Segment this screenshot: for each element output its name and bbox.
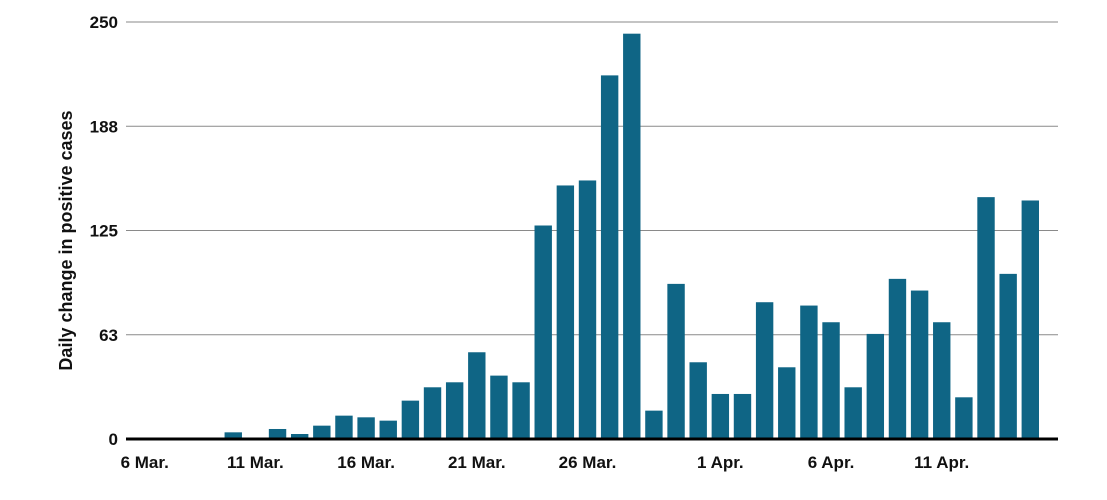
bar (578, 180, 597, 439)
bar (689, 362, 707, 439)
bar (999, 273, 1017, 439)
x-tick-label: 6 Mar. (121, 453, 169, 472)
bar (623, 33, 641, 440)
bar (888, 278, 907, 439)
bar (600, 75, 619, 439)
bar (468, 352, 486, 439)
bar (268, 428, 287, 439)
x-tick-label: 6 Apr. (808, 453, 855, 472)
x-tick-label: 1 Apr. (697, 453, 744, 472)
bar (711, 393, 730, 439)
y-tick-labels: 0 63 125 188 250 (90, 13, 118, 449)
x-tick-label: 11 Mar. (227, 453, 284, 472)
bar (733, 393, 752, 439)
y-tick-label: 63 (99, 326, 118, 345)
x-tick-labels: 6 Mar. 11 Mar. 16 Mar. 21 Mar. 26 Mar. 1 Apr.… (121, 453, 970, 472)
bar (379, 420, 397, 439)
bar (313, 425, 331, 439)
bar (778, 367, 796, 439)
x-tick-label: 11 Apr. (914, 453, 969, 472)
x-tick-label: 16 Mar. (337, 453, 395, 472)
bar (645, 410, 663, 439)
bar (866, 333, 885, 439)
bar (401, 400, 420, 439)
bar (822, 322, 840, 439)
bar (800, 305, 818, 439)
y-tick-label: 125 (90, 222, 118, 241)
bar (977, 197, 995, 439)
bar (357, 417, 375, 439)
bar (556, 185, 575, 439)
bar (445, 382, 464, 439)
bar (512, 382, 530, 439)
x-tick-label: 26 Mar. (559, 453, 617, 472)
bar (224, 432, 242, 439)
bar (423, 387, 442, 439)
bar (534, 225, 552, 439)
y-axis-label: Daily change in positive cases (56, 110, 76, 370)
bar (335, 415, 353, 439)
bar (290, 434, 309, 439)
bars (224, 33, 1039, 440)
bar (667, 283, 685, 439)
y-tick-label: 188 (90, 117, 118, 136)
bar (490, 375, 508, 439)
bar (1021, 200, 1039, 439)
bar (955, 397, 973, 439)
y-tick-label: 0 (109, 430, 118, 449)
x-tick-label: 21 Mar. (448, 453, 506, 472)
bar (933, 322, 951, 439)
y-tick-label: 250 (90, 13, 118, 32)
bar (844, 387, 862, 439)
bar (755, 302, 774, 439)
bar (910, 290, 929, 439)
